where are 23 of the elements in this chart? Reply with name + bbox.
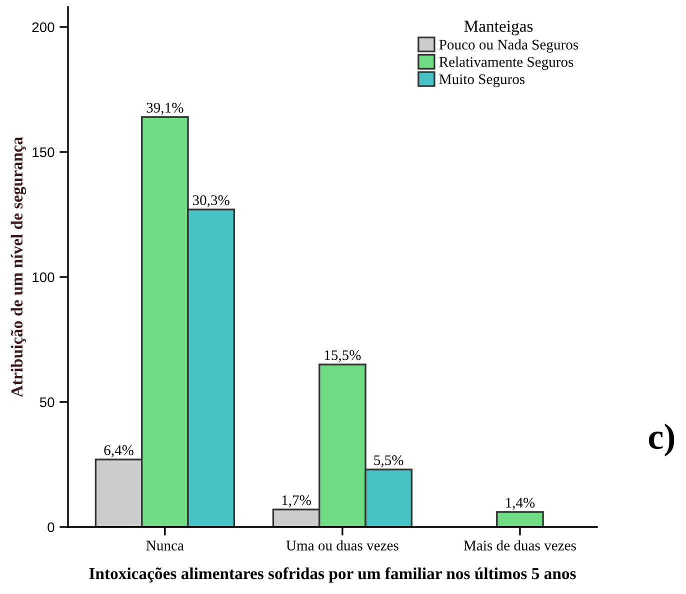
- x-axis-title: Intoxicações alimentares sofridas por um familiar nos últimos 5 anos: [89, 567, 576, 583]
- y-axis-title: Atribuição de um nível de segurança: [10, 136, 26, 398]
- legend-label: Relativamente Seguros: [439, 56, 574, 70]
- legend-label: Pouco ou Nada Seguros: [439, 39, 578, 53]
- y-tick-label: 0: [48, 522, 54, 532]
- annotation: 1,4%: [506, 498, 535, 510]
- x-tick-label: Nunca: [146, 540, 184, 550]
- x-tick-label: Uma ou duas vezes: [286, 540, 398, 550]
- annotation: 30,3%: [192, 195, 230, 208]
- legend-title: Manteigas: [464, 20, 533, 36]
- y-tick-label: 50: [40, 397, 54, 408]
- annotation: 6,4%: [104, 445, 134, 458]
- annotation: 15,5%: [324, 350, 361, 362]
- y-tick-label: 150: [32, 147, 54, 158]
- annotation: 5,5%: [374, 455, 404, 468]
- bar: [496, 511, 544, 527]
- text: c): [648, 424, 674, 456]
- legend-label: Muito Seguros: [439, 74, 525, 88]
- y-tick-label: 100: [32, 272, 54, 282]
- annotation: 1,7%: [282, 495, 311, 508]
- annotation: 39,1%: [146, 102, 184, 115]
- x-tick-label: Mais de duas vezes: [464, 540, 576, 550]
- y-tick-label: 200: [32, 22, 54, 32]
